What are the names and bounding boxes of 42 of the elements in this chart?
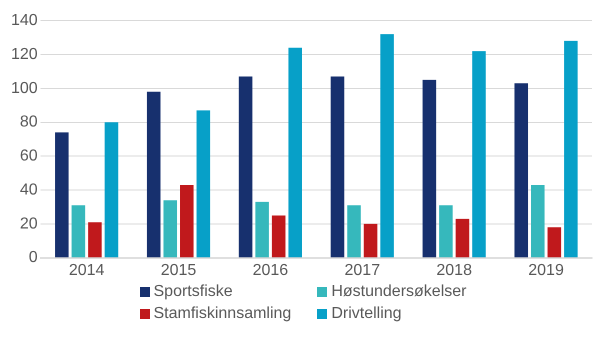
bar	[88, 222, 102, 258]
bar	[288, 48, 302, 258]
bar	[72, 205, 86, 258]
y-tick-label: 80	[20, 114, 38, 131]
bar	[422, 80, 436, 258]
bar	[330, 76, 344, 258]
bar	[347, 205, 361, 258]
legend-label: Sportsfiske	[154, 283, 233, 301]
bar	[456, 218, 470, 258]
legend-label: Høstundersøkelser	[331, 283, 466, 301]
bar	[196, 110, 210, 258]
bar	[180, 184, 194, 258]
bar	[564, 40, 578, 258]
bar	[55, 132, 69, 258]
y-tick-label: 40	[20, 181, 38, 198]
bar	[531, 184, 545, 258]
x-tick-label: 2016	[252, 262, 288, 279]
y-tick-label: 100	[10, 80, 38, 97]
y-tick-label: 20	[20, 215, 38, 232]
bar	[104, 122, 118, 258]
x-tick-label: 2019	[528, 262, 564, 279]
x-tick-label: 2018	[436, 262, 472, 279]
bar	[514, 83, 528, 258]
legend-label: Stamfiskinnsamling	[154, 305, 292, 323]
y-tick-label: 0	[28, 249, 38, 266]
x-tick-label: 2017	[344, 262, 380, 279]
bar	[238, 76, 252, 258]
bar	[472, 51, 486, 258]
x-tick-label: 2014	[68, 262, 105, 279]
bar	[255, 202, 269, 258]
bar	[439, 205, 453, 258]
bar	[146, 92, 160, 258]
bar	[380, 34, 394, 258]
y-tick-label: 120	[10, 46, 38, 63]
bar	[364, 224, 378, 258]
x-tick-label: 2015	[160, 262, 196, 279]
bar	[163, 200, 178, 258]
legend-label: Drivtelling	[331, 305, 402, 323]
bar	[272, 215, 286, 258]
y-tick-label: 140	[10, 12, 38, 30]
y-tick-label: 60	[20, 148, 38, 165]
bar	[548, 227, 562, 258]
